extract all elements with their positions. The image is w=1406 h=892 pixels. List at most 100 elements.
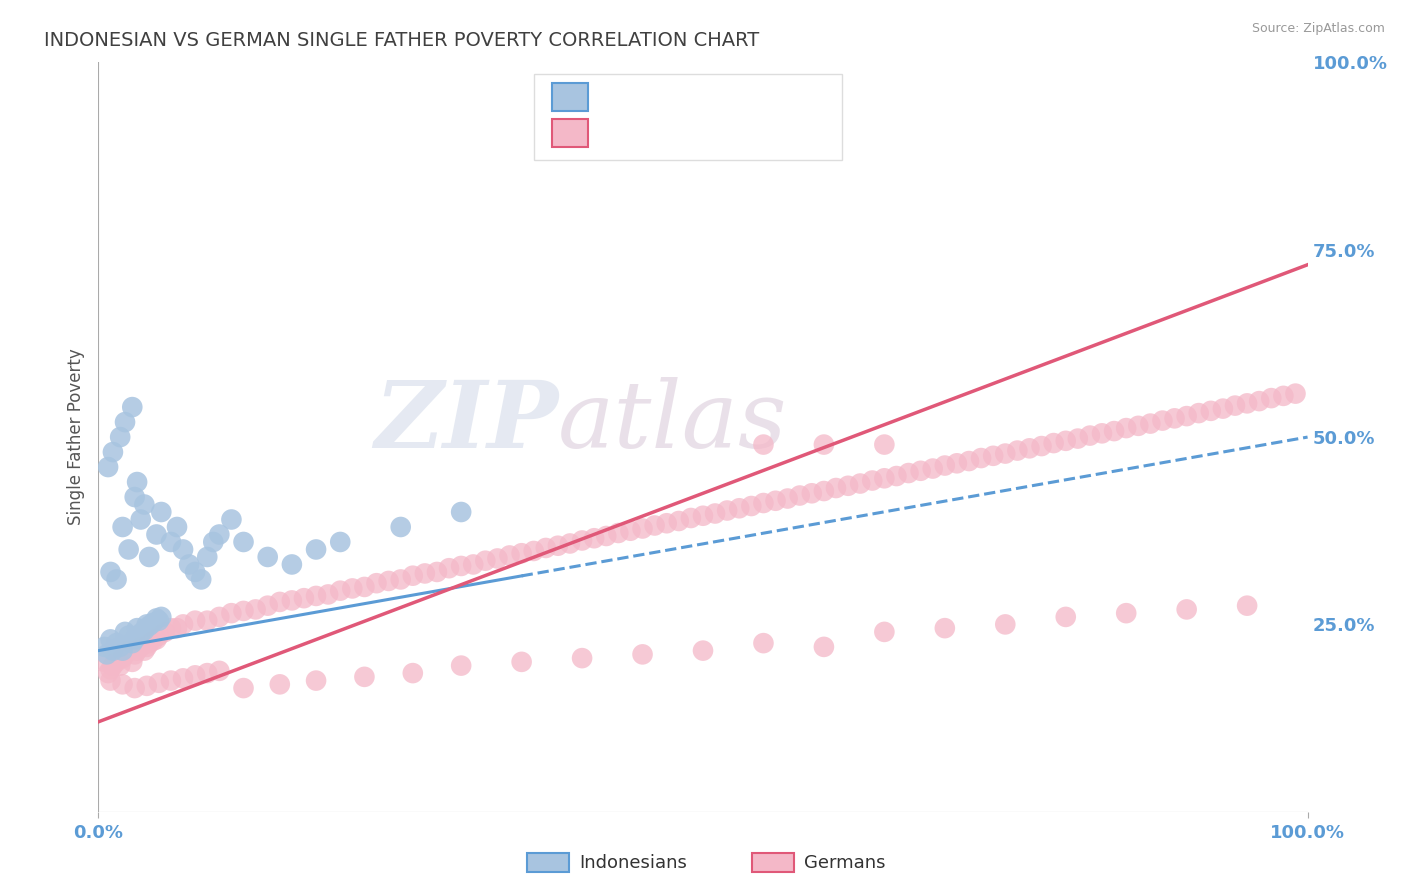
Point	[111, 520, 134, 534]
Point	[837, 479, 859, 493]
Point	[121, 636, 143, 650]
Text: Germans: Germans	[804, 854, 886, 871]
Point	[631, 521, 654, 535]
Point	[114, 648, 136, 662]
Point	[547, 539, 569, 553]
Point	[619, 524, 641, 538]
Point	[389, 520, 412, 534]
Point	[100, 662, 122, 676]
Point	[1139, 417, 1161, 431]
Point	[1042, 436, 1064, 450]
Point	[1212, 401, 1234, 416]
Point	[704, 507, 727, 521]
Point	[1054, 610, 1077, 624]
Point	[1236, 599, 1258, 613]
Point	[118, 643, 141, 657]
Point	[148, 629, 170, 643]
Point	[329, 535, 352, 549]
Point	[329, 583, 352, 598]
Point	[523, 544, 546, 558]
Point	[124, 648, 146, 662]
Point	[402, 568, 425, 582]
Point	[134, 498, 156, 512]
Point	[1067, 432, 1090, 446]
Point	[1188, 406, 1211, 420]
Text: R =  0.686   N =  147: R = 0.686 N = 147	[600, 119, 810, 136]
Point	[256, 599, 278, 613]
Point	[1163, 411, 1185, 425]
Point	[426, 565, 449, 579]
Point	[1249, 394, 1271, 409]
Text: atlas: atlas	[558, 377, 787, 467]
Point	[450, 658, 472, 673]
Point	[195, 614, 218, 628]
Y-axis label: Single Father Poverty: Single Father Poverty	[66, 349, 84, 525]
Point	[108, 640, 131, 654]
Point	[813, 483, 835, 498]
Point	[970, 451, 993, 466]
Point	[305, 589, 328, 603]
Point	[1152, 414, 1174, 428]
Point	[873, 471, 896, 485]
Point	[583, 531, 606, 545]
Point	[184, 668, 207, 682]
Point	[160, 535, 183, 549]
Point	[208, 527, 231, 541]
Point	[269, 595, 291, 609]
Point	[124, 490, 146, 504]
Point	[921, 461, 943, 475]
Point	[1031, 439, 1053, 453]
Point	[752, 437, 775, 451]
Point	[195, 666, 218, 681]
Point	[668, 514, 690, 528]
Point	[179, 558, 201, 572]
Point	[135, 617, 157, 632]
Point	[1175, 409, 1198, 423]
Point	[129, 640, 152, 654]
Point	[413, 566, 436, 581]
Point	[118, 629, 141, 643]
Text: ZIP: ZIP	[374, 377, 558, 467]
Point	[450, 558, 472, 573]
Point	[510, 546, 533, 560]
Point	[142, 615, 165, 630]
Point	[692, 643, 714, 657]
Point	[305, 542, 328, 557]
Point	[607, 526, 630, 541]
Point	[486, 551, 509, 566]
Point	[172, 617, 194, 632]
FancyBboxPatch shape	[551, 83, 588, 112]
Point	[153, 624, 176, 639]
Point	[765, 493, 787, 508]
Point	[1260, 391, 1282, 405]
Point	[93, 640, 115, 654]
Point	[1128, 418, 1150, 433]
Point	[148, 614, 170, 628]
Point	[463, 558, 485, 572]
Point	[105, 573, 128, 587]
Point	[184, 565, 207, 579]
Point	[679, 511, 702, 525]
Point	[118, 542, 141, 557]
Point	[134, 624, 156, 638]
Point	[789, 489, 811, 503]
Point	[1018, 442, 1040, 456]
Point	[138, 636, 160, 650]
Point	[595, 529, 617, 543]
Text: INDONESIAN VS GERMAN SINGLE FATHER POVERTY CORRELATION CHART: INDONESIAN VS GERMAN SINGLE FATHER POVER…	[44, 30, 759, 50]
Point	[644, 518, 666, 533]
Point	[825, 481, 848, 495]
Point	[800, 486, 823, 500]
Point	[101, 445, 124, 459]
Point	[134, 643, 156, 657]
Point	[994, 617, 1017, 632]
Point	[105, 636, 128, 650]
Point	[138, 549, 160, 564]
Point	[957, 454, 980, 468]
Point	[692, 508, 714, 523]
Point	[184, 614, 207, 628]
Point	[1175, 602, 1198, 616]
Point	[389, 573, 412, 587]
Point	[208, 610, 231, 624]
Point	[97, 666, 120, 681]
